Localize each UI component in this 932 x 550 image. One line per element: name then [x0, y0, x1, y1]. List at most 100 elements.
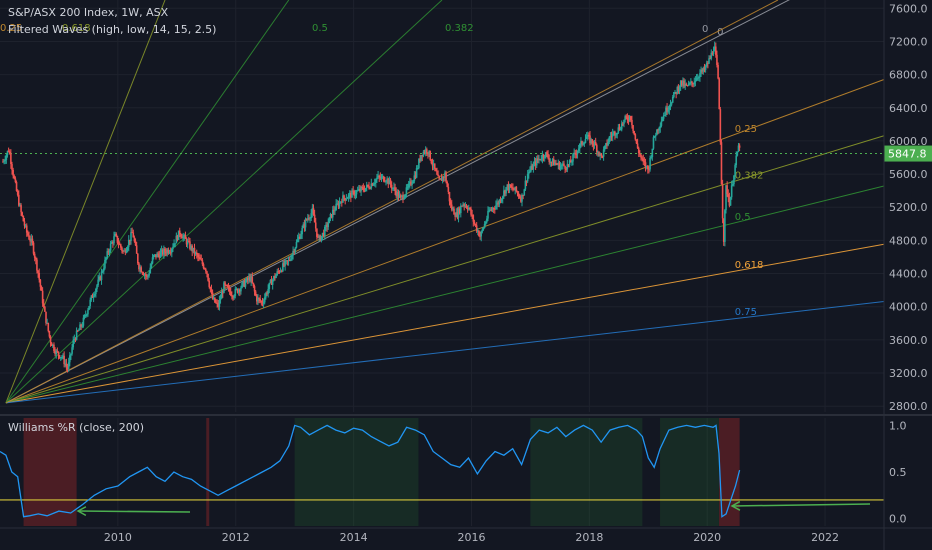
- candle-body: [580, 141, 582, 144]
- candle-body: [524, 180, 527, 190]
- candle-body: [72, 340, 75, 348]
- candle-body: [670, 102, 673, 105]
- candle-body: [554, 163, 556, 166]
- candle-body: [241, 282, 243, 288]
- candle-body: [149, 267, 152, 274]
- candle-body: [174, 243, 177, 245]
- candle-body: [564, 165, 566, 169]
- candle-body: [382, 176, 385, 182]
- candle-body: [236, 288, 239, 293]
- candle-body: [232, 296, 234, 298]
- candle-body: [326, 224, 328, 228]
- candle-body: [568, 160, 571, 166]
- candle-body: [433, 163, 436, 169]
- candle-body: [114, 233, 116, 237]
- candle-body: [83, 315, 86, 318]
- wpr-tick-label: 1.0: [889, 419, 907, 432]
- candle-body: [669, 104, 672, 106]
- indicator-legend[interactable]: Filtered Waves (high, low, 14, 15, 2.5): [8, 23, 217, 36]
- candle-body: [274, 276, 276, 278]
- candle-body: [89, 299, 92, 307]
- candle-body: [251, 276, 254, 283]
- candle-body: [558, 162, 561, 170]
- candle-body: [10, 153, 12, 165]
- symbol-legend[interactable]: S&P/ASX 200 Index, 1W, ASX: [8, 6, 169, 19]
- candle-body: [144, 274, 147, 276]
- candle-body: [709, 58, 711, 60]
- candle-body: [253, 286, 256, 292]
- candle-body: [556, 164, 558, 166]
- candle-body: [311, 208, 314, 214]
- candle-body: [215, 302, 217, 304]
- candle-body: [287, 259, 290, 262]
- candle-body: [624, 116, 626, 120]
- candle-body: [31, 238, 34, 243]
- candle-body: [103, 268, 105, 272]
- candle-body: [91, 295, 94, 298]
- candle-body: [734, 165, 736, 176]
- candle-body: [138, 263, 140, 270]
- candle-body: [23, 221, 26, 226]
- candle-body: [473, 221, 476, 224]
- candle-body: [521, 194, 523, 202]
- candle-body: [607, 141, 609, 146]
- candle-body: [489, 209, 492, 211]
- candle-body: [351, 190, 353, 198]
- wpr-arrow-right-head: [730, 500, 741, 511]
- candle-body: [193, 247, 196, 255]
- candle-body: [49, 336, 52, 343]
- candle-body: [402, 195, 404, 200]
- candle-body: [92, 295, 95, 298]
- candle-body: [541, 154, 544, 160]
- candle-body: [588, 134, 590, 136]
- candle-body: [143, 274, 146, 276]
- candle-body: [528, 172, 530, 174]
- candle-body: [358, 188, 360, 191]
- candle-body: [373, 182, 376, 184]
- candle-body: [161, 249, 164, 255]
- candle-body: [409, 181, 411, 184]
- fan-upper-label: 0.5: [312, 23, 328, 34]
- candle-body: [258, 297, 260, 299]
- candle-body: [56, 350, 59, 352]
- wpr-band-green: [530, 418, 643, 526]
- candle-body: [121, 247, 123, 251]
- candle-body: [455, 212, 458, 217]
- wpr-arrow-right: [731, 503, 871, 507]
- candle-body: [288, 259, 291, 261]
- candle-body: [682, 80, 684, 86]
- candle-body: [412, 181, 415, 184]
- oscillator-legend[interactable]: Williams %R (close, 200): [8, 421, 145, 434]
- candle-body: [385, 181, 387, 183]
- candle-body: [571, 161, 573, 163]
- candle-body: [52, 344, 54, 346]
- candle-body: [3, 161, 5, 163]
- candle-body: [173, 243, 175, 247]
- candle-body: [377, 175, 379, 178]
- candle-body: [127, 239, 130, 247]
- candle-body: [66, 366, 69, 370]
- candle-body: [254, 291, 257, 296]
- candle-body: [211, 292, 214, 300]
- candle-body: [678, 87, 681, 91]
- candle-body: [355, 191, 358, 195]
- candle-body: [115, 233, 118, 236]
- fan-upper-line: [5, 0, 443, 404]
- candle-body: [498, 199, 501, 205]
- candle-body: [250, 276, 252, 282]
- candle-body: [208, 280, 211, 287]
- price-tick-label: 6800.0: [889, 69, 928, 82]
- candle-body: [148, 273, 150, 276]
- candle-body: [404, 194, 407, 198]
- candle-body: [11, 164, 13, 170]
- candle-body: [529, 170, 531, 173]
- candle-body: [81, 325, 84, 327]
- candle-body: [376, 177, 378, 180]
- candle-body: [483, 223, 486, 228]
- candle-body: [479, 236, 481, 238]
- fan-line-0.75: [5, 300, 885, 404]
- time-tick-label: 2014: [340, 531, 368, 544]
- candle-body: [246, 278, 249, 281]
- candle-body: [643, 160, 646, 163]
